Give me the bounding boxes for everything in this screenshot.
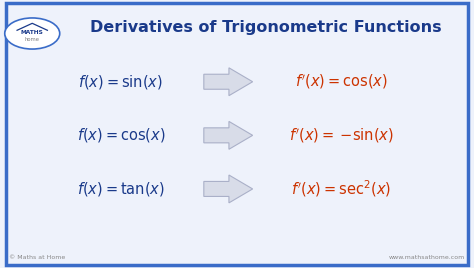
Circle shape	[5, 18, 60, 49]
Text: $\mathit{f}'(x) = \cos(x)$: $\mathit{f}'(x) = \cos(x)$	[295, 72, 388, 91]
Polygon shape	[204, 175, 253, 203]
Text: $\mathit{f}(x) = \cos(x)$: $\mathit{f}(x) = \cos(x)$	[77, 126, 165, 144]
Text: $\mathit{f}(x) = \tan(x)$: $\mathit{f}(x) = \tan(x)$	[77, 180, 165, 198]
Text: $\mathit{f}(x) = \sin(x)$: $\mathit{f}(x) = \sin(x)$	[78, 73, 164, 91]
Text: $\mathit{f}'(x) = -\!\sin(x)$: $\mathit{f}'(x) = -\!\sin(x)$	[289, 126, 394, 145]
Text: MATHS: MATHS	[21, 31, 44, 35]
Polygon shape	[204, 68, 253, 96]
FancyBboxPatch shape	[6, 3, 468, 265]
Text: Derivatives of Trigonometric Functions: Derivatives of Trigonometric Functions	[90, 20, 441, 35]
Text: © Maths at Home: © Maths at Home	[9, 255, 66, 260]
Text: www.mathsathome.com: www.mathsathome.com	[388, 255, 465, 260]
Polygon shape	[204, 121, 253, 149]
Text: home: home	[25, 37, 40, 42]
Text: $\mathit{f}'(x) = \sec^{2}\!(x)$: $\mathit{f}'(x) = \sec^{2}\!(x)$	[291, 178, 392, 199]
